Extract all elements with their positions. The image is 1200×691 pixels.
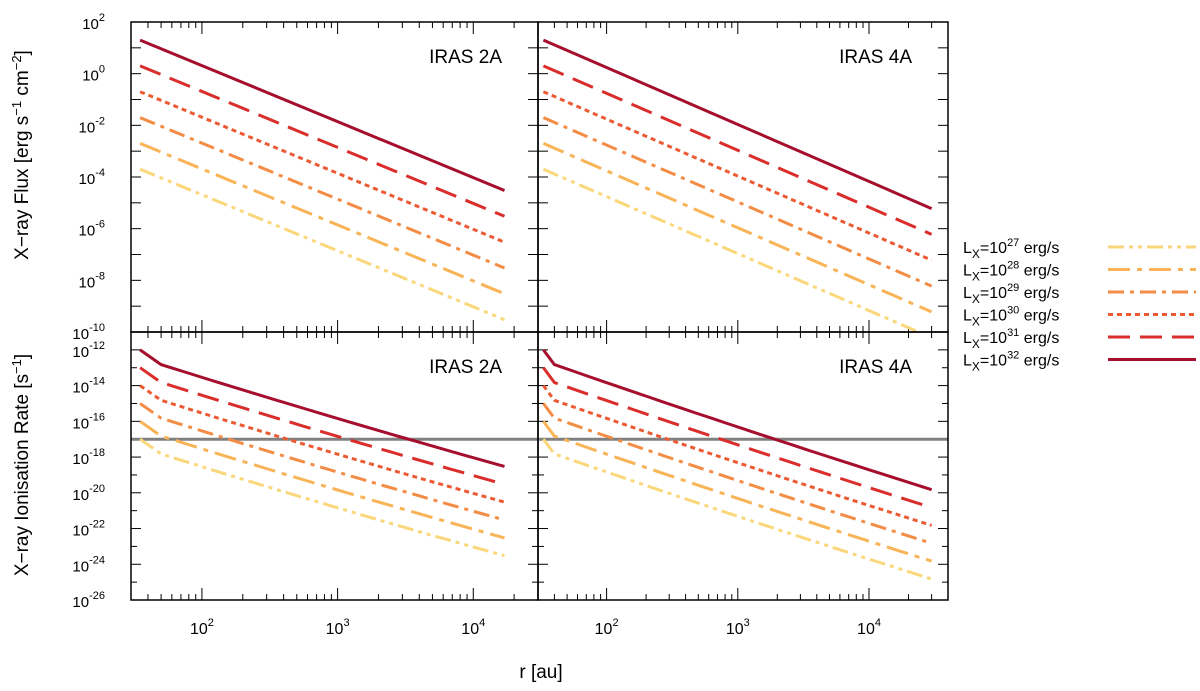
y-tick-label: 10-14 [72, 376, 105, 397]
y-tick-label: 100 [82, 64, 105, 85]
series-line-5 [139, 366, 505, 486]
series-line-3 [542, 116, 933, 288]
series-line-1 [542, 438, 933, 581]
x-tick-label: 102 [595, 617, 619, 638]
legend-entry: LX=1028 erg/s [963, 260, 1196, 284]
series-line-6 [542, 38, 933, 210]
series-line-3 [139, 116, 506, 270]
series-line-1 [139, 437, 505, 558]
legend-label: LX=1028 erg/s [963, 260, 1059, 284]
series-line-5 [542, 64, 933, 236]
legend-label: LX=1031 erg/s [963, 327, 1059, 351]
panel-title: IRAS 4A [839, 357, 912, 378]
panel-1: 102 100 10-2 10-4 10-6 10-8 10-10 IRAS 2A [72, 12, 539, 343]
x-tick-label: 103 [326, 617, 350, 638]
series-line-6 [139, 38, 506, 192]
legend-entry: LX=1030 erg/s [963, 305, 1196, 329]
series-line-6 [139, 348, 505, 468]
series-line-4 [139, 384, 505, 504]
series-line-6 [542, 349, 933, 492]
series-line-2 [139, 420, 505, 540]
series-line-5 [139, 64, 506, 218]
panel-4: 102 103 104 IRAS 4A [537, 331, 949, 638]
y-tick-label: 10-2 [79, 115, 105, 136]
series-line-1 [139, 167, 506, 322]
series-line-3 [139, 402, 505, 522]
y-tick-label: 10-24 [72, 554, 105, 575]
panel-title: IRAS 2A [429, 357, 502, 378]
y-tick-label: 10-22 [72, 519, 105, 540]
x-tick-label: 103 [726, 617, 750, 638]
y-tick-label: 10-12 [72, 340, 105, 361]
x-tick-label: 102 [190, 617, 214, 638]
series-line-5 [542, 366, 933, 509]
x-tick-label: 104 [857, 617, 881, 638]
y-tick-label: 10-18 [72, 447, 105, 468]
panel-2: IRAS 4A [537, 21, 949, 333]
legend-entry: LX=1029 erg/s [963, 282, 1196, 306]
y-axis-label-ionisation: X−ray Ionisation Rate [s−1] [9, 354, 33, 576]
series-line-4 [542, 384, 933, 527]
panel-title: IRAS 4A [839, 47, 912, 68]
legend-label: LX=1032 erg/s [963, 350, 1059, 374]
series-line-2 [542, 420, 933, 563]
x-axis-label: r [au] [519, 662, 562, 683]
series-line-4 [139, 90, 506, 244]
series-line-3 [542, 402, 933, 545]
y-tick-label: 10-16 [72, 411, 105, 432]
panel-frame [537, 331, 949, 601]
y-tick-label: 102 [82, 12, 105, 33]
y-tick-label: 10-6 [79, 219, 105, 240]
series-line-2 [139, 142, 506, 296]
y-tick-label: 10-26 [72, 590, 105, 611]
y-tick-label: 10-20 [72, 483, 105, 504]
legend-label: LX=1029 erg/s [963, 282, 1059, 306]
legend-entry: LX=1027 erg/s [963, 237, 1196, 261]
y-tick-label: 10-4 [79, 167, 105, 188]
series-line-4 [542, 90, 933, 262]
panel-frame [130, 21, 539, 333]
y-tick-label: 10-10 [72, 322, 105, 343]
panel-3: 102 103 104 10-12 10-14 10-16 10-18 10-20 10-22 1… [72, 331, 539, 638]
legend-label: LX=1027 erg/s [963, 237, 1059, 261]
series-line-2 [542, 142, 933, 314]
y-tick-label: 10-8 [79, 270, 105, 291]
y-axis-label-flux: X−ray Flux [erg s−1 cm−2] [9, 50, 33, 260]
series-line-1 [542, 167, 923, 332]
legend-entry: LX=1032 erg/s [963, 350, 1196, 374]
legend-label: LX=1030 erg/s [963, 305, 1059, 329]
legend-entry: LX=1031 erg/s [963, 327, 1196, 351]
panel-title: IRAS 2A [429, 47, 502, 68]
x-tick-label: 104 [461, 617, 485, 638]
legend: LX=1027 erg/sLX=1028 erg/sLX=1029 erg/sL… [963, 237, 1196, 374]
panels-layer: 102 100 10-2 10-4 10-6 10-8 10-10 IRAS 2A IRAS 4… [72, 12, 949, 638]
